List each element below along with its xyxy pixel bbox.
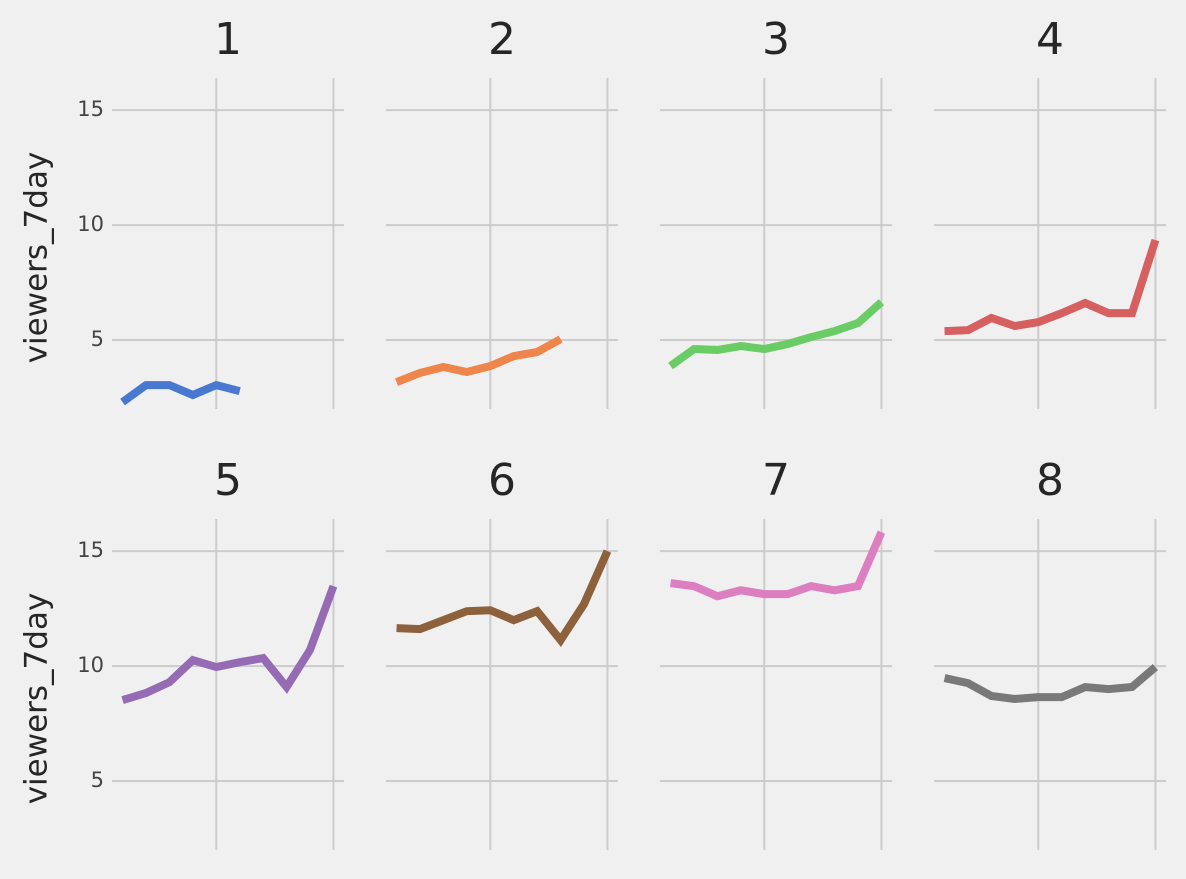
y-axis-label: viewers_7day bbox=[19, 593, 55, 805]
panel-title: 6 bbox=[488, 455, 516, 506]
series-line bbox=[396, 549, 612, 647]
y-tick-label: 15 bbox=[77, 538, 104, 562]
series-line bbox=[943, 663, 1159, 703]
y-tick-label: 5 bbox=[91, 768, 104, 792]
y-axis-label: viewers_7day bbox=[19, 152, 55, 364]
series-line bbox=[120, 380, 241, 406]
panel-title: 5 bbox=[214, 455, 242, 506]
series-line bbox=[668, 299, 885, 370]
y-tick-label: 15 bbox=[77, 97, 104, 121]
panel-title: 8 bbox=[1036, 455, 1064, 506]
panel-title: 2 bbox=[488, 14, 516, 65]
series-line bbox=[670, 530, 886, 601]
series-line bbox=[395, 335, 563, 386]
y-tick-label: 5 bbox=[91, 327, 104, 351]
panel-title: 7 bbox=[762, 455, 790, 506]
panel-title: 1 bbox=[214, 14, 242, 65]
series-line bbox=[121, 584, 338, 704]
y-tick-label: 10 bbox=[77, 653, 104, 677]
panel-title: 3 bbox=[762, 14, 790, 65]
y-tick-label: 10 bbox=[77, 212, 104, 236]
series-line bbox=[944, 238, 1160, 336]
panel-title: 4 bbox=[1036, 14, 1064, 65]
